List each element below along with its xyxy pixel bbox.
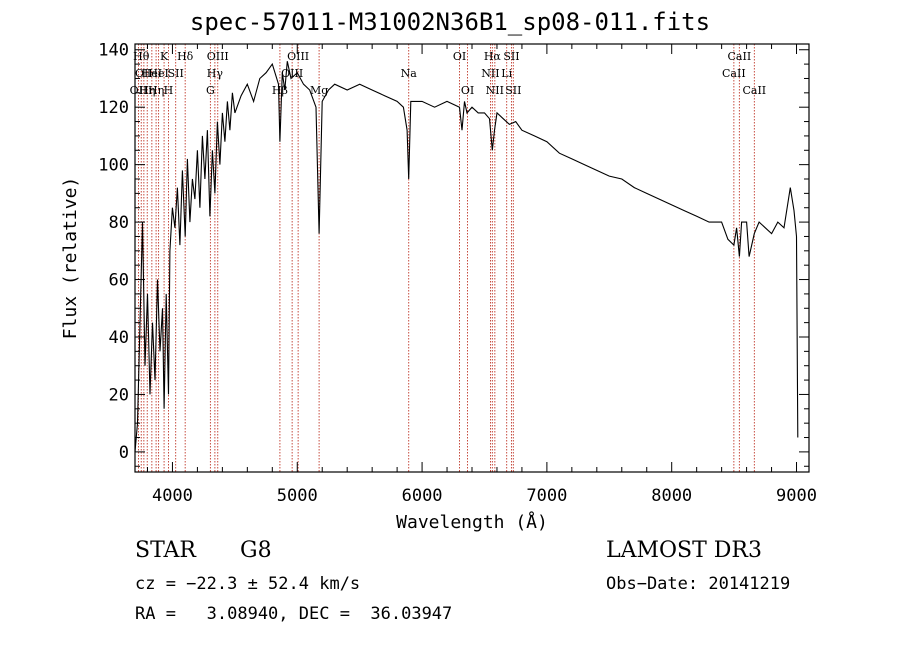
spectral-subclass: G8: [240, 538, 272, 563]
x-tick-label-2: 6000: [402, 486, 443, 506]
x-axis-label: Wavelength (Å): [396, 511, 548, 533]
spectrum-series: [134, 61, 799, 452]
x-tick-label-3: 7000: [526, 486, 567, 506]
spectral-line-labels: OIIHθOIIHηHeIHηHeIKHSIIHδGHγOIIIHβOIIIOI…: [130, 50, 767, 97]
object-class: STAR: [135, 538, 196, 563]
y-tick-label-0: 0: [119, 443, 129, 463]
observation-date: Obs−Date: 20141219: [606, 574, 791, 594]
line-label-24: Li: [501, 67, 512, 80]
x-tick-label-4: 8000: [651, 486, 692, 506]
line-label-6: HeI: [148, 67, 168, 80]
line-label-26: SII: [505, 84, 521, 97]
line-label-9: SII: [168, 67, 184, 80]
line-label-8: H: [164, 84, 174, 97]
line-label-19: OI: [453, 50, 466, 63]
line-label-17: Mg: [310, 84, 328, 97]
x-tick-label-1: 5000: [277, 486, 318, 506]
x-tick-label-5: 9000: [776, 486, 817, 506]
survey-name: LAMOST DR3: [606, 538, 762, 563]
y-tick-label-3: 60: [109, 271, 129, 291]
line-label-29: CaII: [742, 84, 766, 97]
line-label-12: Hγ: [207, 67, 224, 80]
line-label-2: OII: [135, 67, 153, 80]
spectral-line-markers: [138, 44, 755, 472]
line-label-11: G: [206, 84, 215, 97]
axes: 4000 5000 6000 7000 8000 9000 0 20 40 60 80 100 120 1…: [98, 41, 817, 506]
line-label-28: CaII: [728, 50, 752, 63]
line-label-21: NII: [481, 67, 499, 80]
y-tick-label-5: 100: [98, 156, 129, 176]
line-label-10: Hδ: [177, 50, 194, 63]
line-label-4: HeI: [142, 67, 162, 80]
line-label-23: NII: [486, 84, 504, 97]
line-label-18: Na: [401, 67, 418, 80]
x-tick-label-0: 4000: [152, 486, 193, 506]
line-label-5: Hη: [148, 84, 164, 97]
redshift-velocity: cz = −22.3 ± 52.4 km/s: [135, 574, 361, 594]
line-label-0: OII: [130, 84, 148, 97]
line-label-16: OIII: [287, 50, 309, 63]
y-tick-label-2: 40: [109, 328, 129, 348]
line-label-3: Hη: [139, 84, 155, 97]
line-label-13: OIII: [207, 50, 229, 63]
y-tick-label-1: 20: [109, 385, 129, 405]
line-label-22: Hα: [484, 50, 502, 63]
line-label-7: K: [160, 50, 169, 63]
coordinates: RA = 3.08940, DEC = 36.03947: [135, 604, 453, 624]
y-tick-label-7: 140: [98, 41, 129, 61]
line-label-20: OI: [461, 84, 474, 97]
chart-title: spec-57011-M31002N36B1_sp08-011.fits: [189, 8, 711, 36]
y-tick-label-6: 120: [98, 98, 129, 118]
line-label-27: CaII: [722, 67, 746, 80]
y-tick-label-4: 80: [109, 213, 129, 233]
line-label-1: Hθ: [133, 50, 150, 63]
y-axis-label: Flux (relative): [60, 177, 81, 340]
line-label-25: SII: [503, 50, 519, 63]
